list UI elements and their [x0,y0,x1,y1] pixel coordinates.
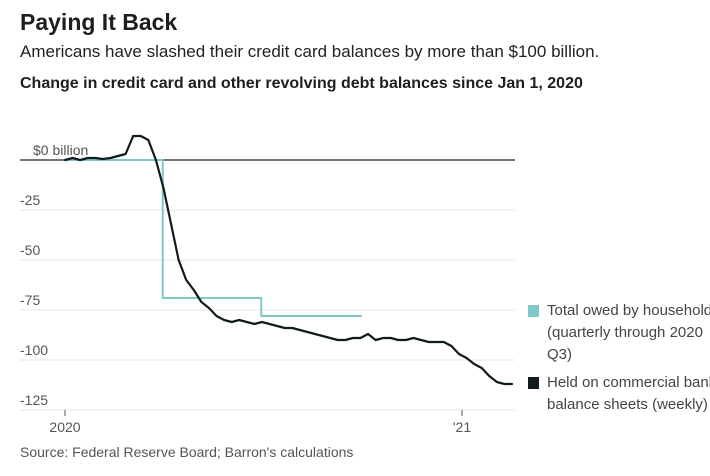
series-layer [63,134,514,386]
series-line-banks [63,134,514,386]
legend-label-households: Total owed by households (quarterly thro… [547,302,710,363]
series-line-households [64,159,363,317]
chart-title-main: Paying It Back [20,9,178,35]
y-tick-label: $0 billion [33,142,88,158]
y-tick-label: -50 [20,242,40,258]
source-note: Source: Federal Reserve Board; Barron's … [20,444,354,460]
x-tick-label: '21 [453,419,471,435]
y-tick-label: -25 [20,192,40,208]
legend-swatch-households [528,305,539,317]
legend-swatch-banks [528,377,539,389]
chart-heading: Change in credit card and other revolvin… [20,75,583,92]
chart-subtitle: Americans have slashed their credit card… [20,42,600,61]
y-tick-label: -100 [20,342,48,358]
y-tick-label: -75 [20,292,40,308]
y-tick-label: -125 [20,392,48,408]
x-tick-label: 2020 [49,419,80,435]
legend-label-banks: Held on commercial bank balance sheets (… [547,374,710,413]
grid-layer [20,159,515,411]
